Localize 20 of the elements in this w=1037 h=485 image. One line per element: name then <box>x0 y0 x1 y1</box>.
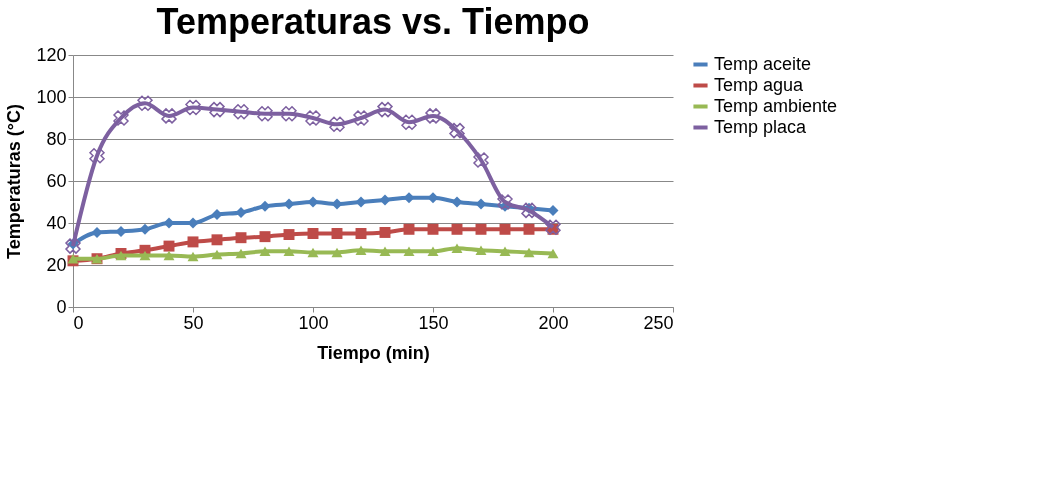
y-axis-title: Temperaturas (°C) <box>4 104 25 259</box>
y-tick-label: 0 <box>56 296 67 317</box>
y-tick-label: 60 <box>46 170 67 191</box>
x-tick-label: 200 <box>538 312 569 333</box>
x-tick-label: 50 <box>183 312 204 333</box>
x-tick-label: 100 <box>298 312 329 333</box>
x-tick-label: 0 <box>73 312 84 333</box>
chart-title: Temperaturas vs. Tiempo <box>156 1 590 42</box>
y-tick-label: 20 <box>46 254 67 275</box>
legend-label: Temp aceite <box>714 53 812 74</box>
x-tick-label: 150 <box>418 312 449 333</box>
x-tick-label: 250 <box>643 312 674 333</box>
y-tick-label: 80 <box>46 128 67 149</box>
legend-label: Temp agua <box>714 74 805 95</box>
y-tick-label: 40 <box>46 212 67 233</box>
x-axis-title: Tiempo (min) <box>317 342 430 363</box>
y-tick-label: 100 <box>36 86 67 107</box>
y-tick-label: 120 <box>36 44 67 65</box>
legend-label: Temp ambiente <box>714 95 838 116</box>
legend-label: Temp placa <box>714 116 808 137</box>
